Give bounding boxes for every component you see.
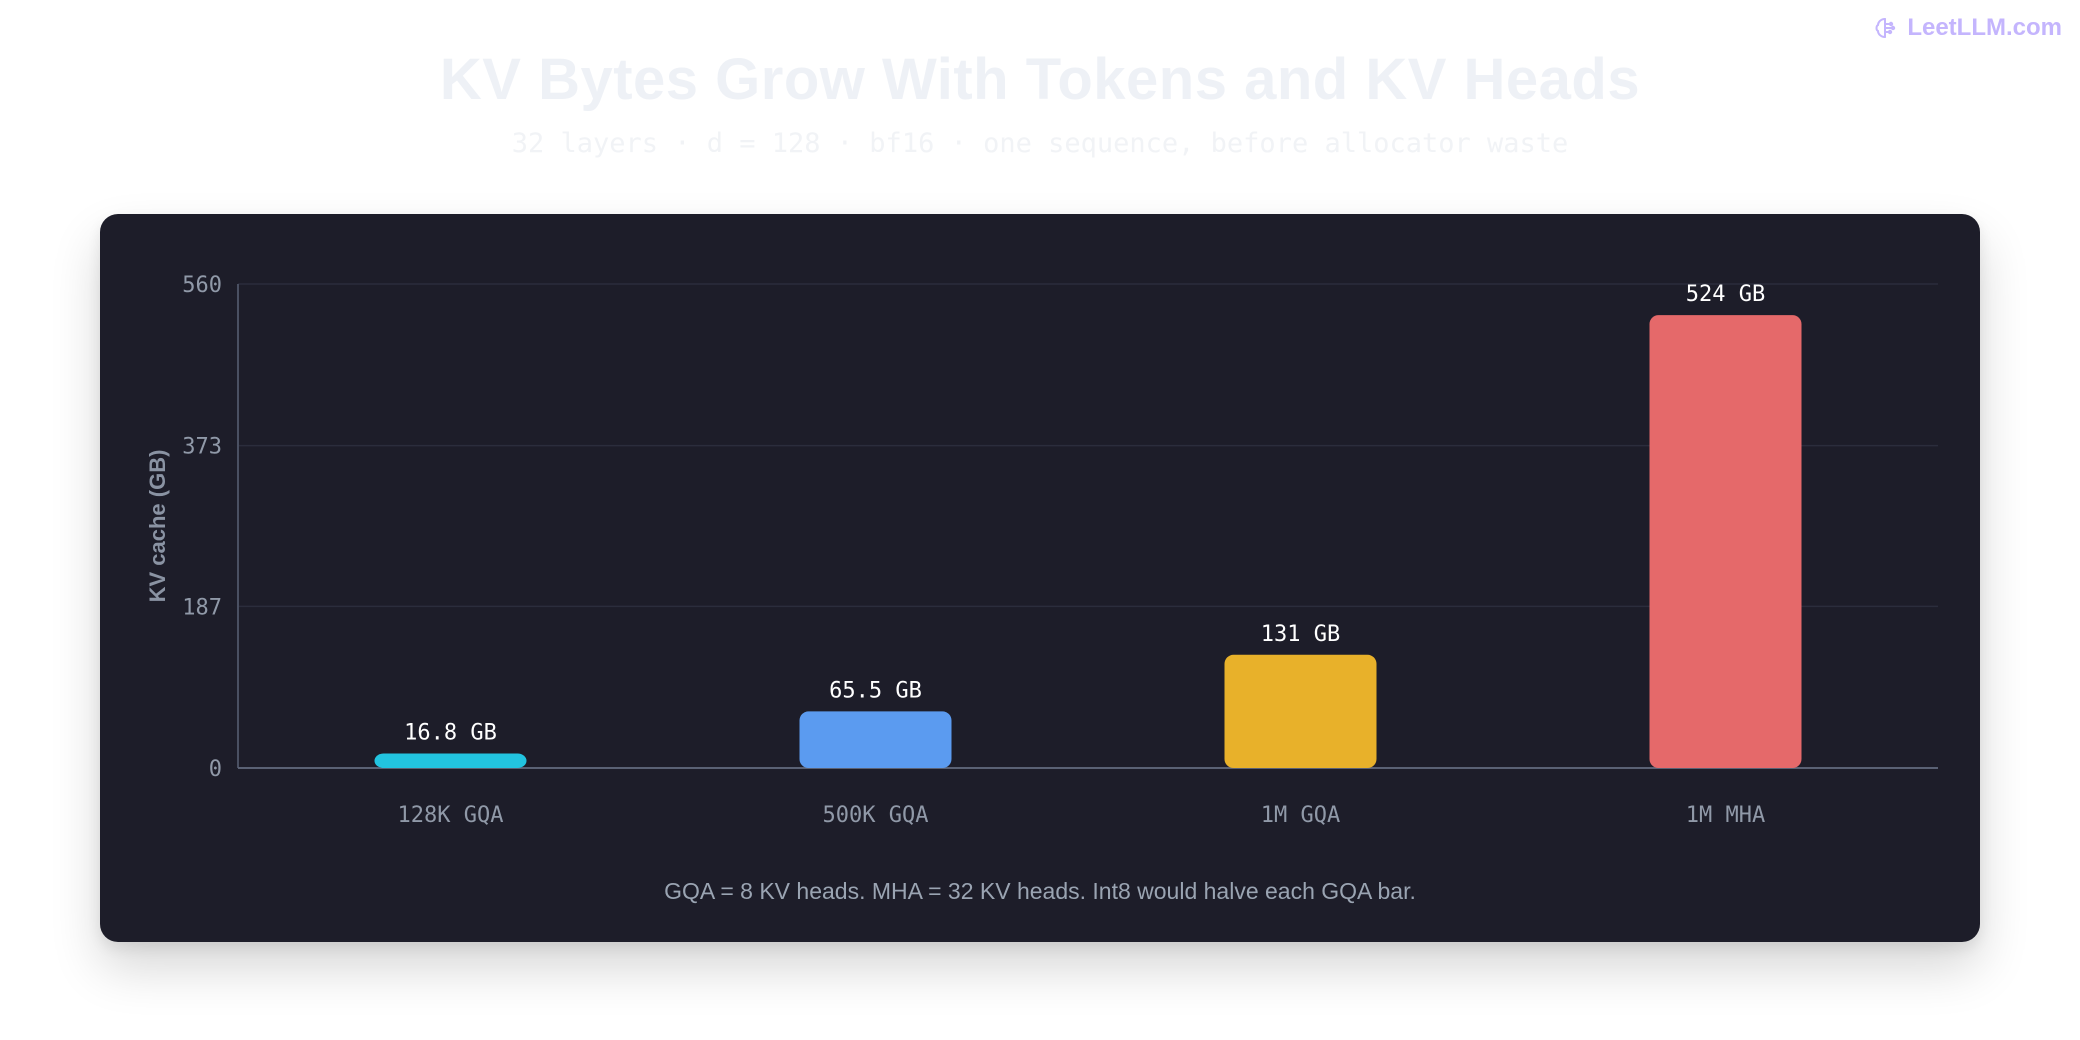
bar bbox=[1649, 315, 1802, 768]
bar bbox=[799, 711, 952, 768]
y-tick-label: 0 bbox=[209, 757, 222, 782]
bar bbox=[374, 753, 527, 768]
y-tick-label: 373 bbox=[182, 435, 222, 460]
chart-footnote: GQA = 8 KV heads. MHA = 32 KV heads. Int… bbox=[664, 878, 1416, 904]
y-tick-label: 187 bbox=[182, 595, 222, 620]
brand-name[interactable]: LeetLLM.com bbox=[1907, 14, 2062, 41]
x-tick-label: 1M GQA bbox=[1261, 803, 1340, 828]
x-tick-label: 500K GQA bbox=[823, 803, 929, 828]
bar bbox=[1224, 654, 1377, 768]
x-tick-label: 128K GQA bbox=[398, 803, 504, 828]
bar-chart: 0 187 373 560 KV cache (GB) 16.8 GB 128K GQA 65… bbox=[145, 273, 1938, 828]
bar-value-label: 16.8 GB bbox=[404, 720, 497, 745]
x-tick-label: 1M MHA bbox=[1686, 803, 1765, 828]
bar-value-label: 131 GB bbox=[1261, 622, 1340, 647]
bar-value-label: 65.5 GB bbox=[829, 678, 922, 703]
y-axis-title: KV cache (GB) bbox=[145, 450, 170, 603]
chart-card: 0 187 373 560 KV cache (GB) 16.8 GB 128K GQA 65… bbox=[100, 214, 1980, 942]
brain-icon bbox=[1873, 16, 1897, 40]
chart-subtitle: 32 layers · d = 128 · bf16 · one sequenc… bbox=[511, 128, 1569, 159]
y-tick-label: 560 bbox=[182, 273, 222, 298]
brand-logo: LeetLLM.com bbox=[1873, 14, 2062, 42]
bar-value-label: 524 GB bbox=[1686, 282, 1765, 307]
chart-title: KV Bytes Grow With Tokens and KV Heads bbox=[439, 47, 1641, 112]
